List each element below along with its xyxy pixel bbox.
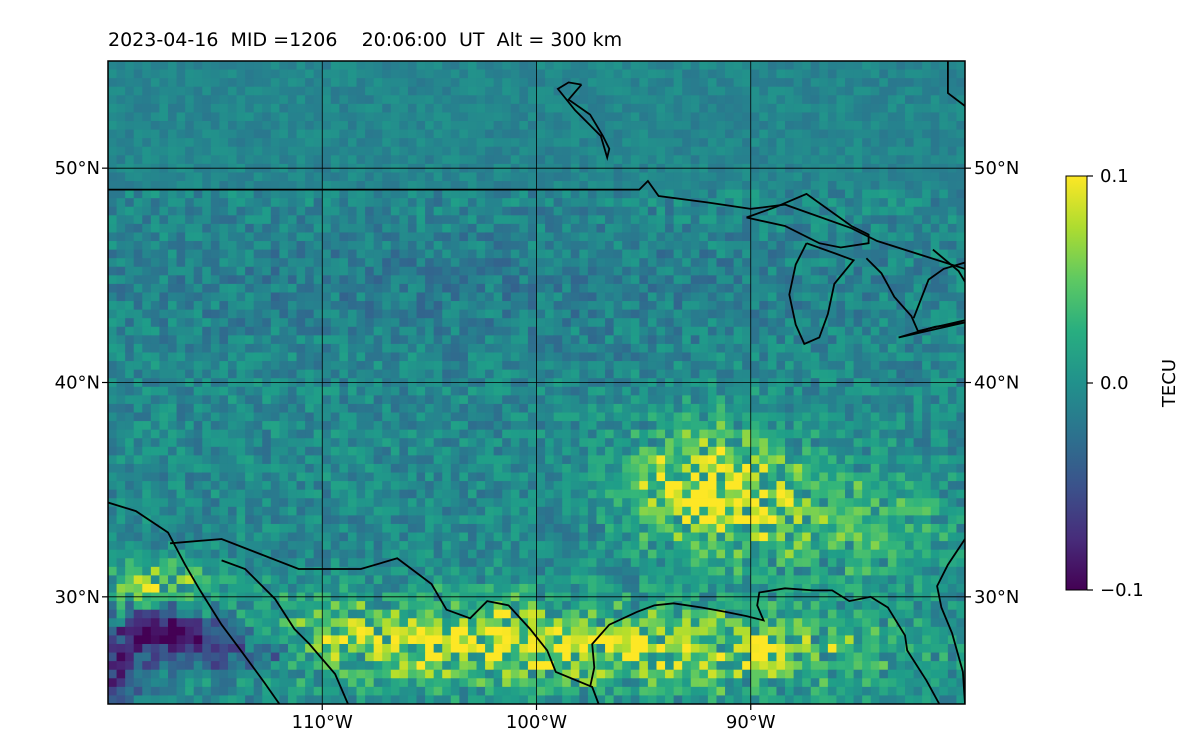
y-tick-label-right: 30°N [974, 587, 1019, 608]
tec-heatmap [108, 61, 965, 704]
coastline [788, 242, 856, 346]
colorbar-tick-label: 0.0 [1100, 373, 1129, 394]
coastline [947, 61, 965, 107]
coastline [932, 248, 965, 283]
coastlines [108, 61, 965, 704]
y-tick-label-right: 40°N [974, 373, 1019, 394]
coastline [589, 587, 941, 704]
coastline [221, 559, 349, 704]
chart-title: 2023-04-16 MID =1206 20:06:00 UT Alt = 3… [108, 29, 623, 51]
coastline [898, 321, 965, 339]
coastline [912, 261, 965, 319]
y-tick-label-right: 50°N [974, 158, 1019, 179]
colorbar-tick-label: −0.1 [1100, 580, 1144, 601]
gridlines [108, 61, 965, 704]
colorbar-label: TECU [1159, 359, 1180, 408]
y-tick-label-left: 40°N [55, 373, 100, 394]
coastline [936, 538, 965, 704]
coastline [170, 538, 600, 704]
x-tick-label: 110°W [292, 712, 353, 733]
y-tick-label-left: 50°N [55, 158, 100, 179]
x-tick-label: 90°W [726, 712, 776, 733]
x-tick-label: 100°W [506, 712, 567, 733]
y-tick-label-left: 30°N [55, 587, 100, 608]
coastline [746, 192, 870, 249]
colorbar-tick-label: 0.1 [1100, 166, 1129, 187]
colorbar-gradient [1065, 175, 1088, 591]
colorbar: 0.1 0.0 −0.1 TECU [1065, 166, 1180, 601]
coastline [556, 81, 611, 161]
axis-ticks: 110°W 100°W 90°W 50°N 50°N 40°N 40°N 30°N 30°N [55, 158, 1020, 733]
coastline [108, 501, 281, 704]
coastline [108, 179, 965, 270]
